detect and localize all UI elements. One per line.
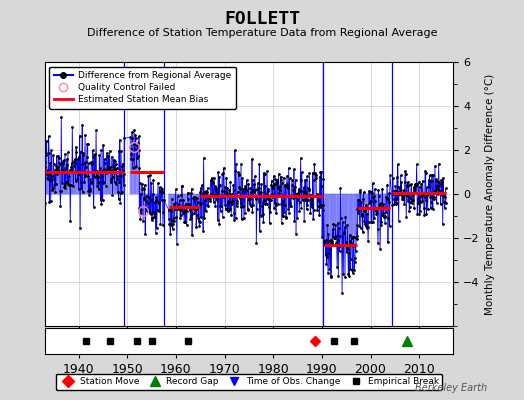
Text: FOLLETT: FOLLETT xyxy=(224,10,300,28)
Legend: Difference from Regional Average, Quality Control Failed, Estimated Station Mean: Difference from Regional Average, Qualit… xyxy=(49,66,236,109)
Y-axis label: Monthly Temperature Anomaly Difference (°C): Monthly Temperature Anomaly Difference (… xyxy=(485,73,495,315)
Text: Difference of Station Temperature Data from Regional Average: Difference of Station Temperature Data f… xyxy=(87,28,437,38)
Text: Berkeley Earth: Berkeley Earth xyxy=(415,383,487,393)
Legend: Station Move, Record Gap, Time of Obs. Change, Empirical Break: Station Move, Record Gap, Time of Obs. C… xyxy=(56,374,442,390)
